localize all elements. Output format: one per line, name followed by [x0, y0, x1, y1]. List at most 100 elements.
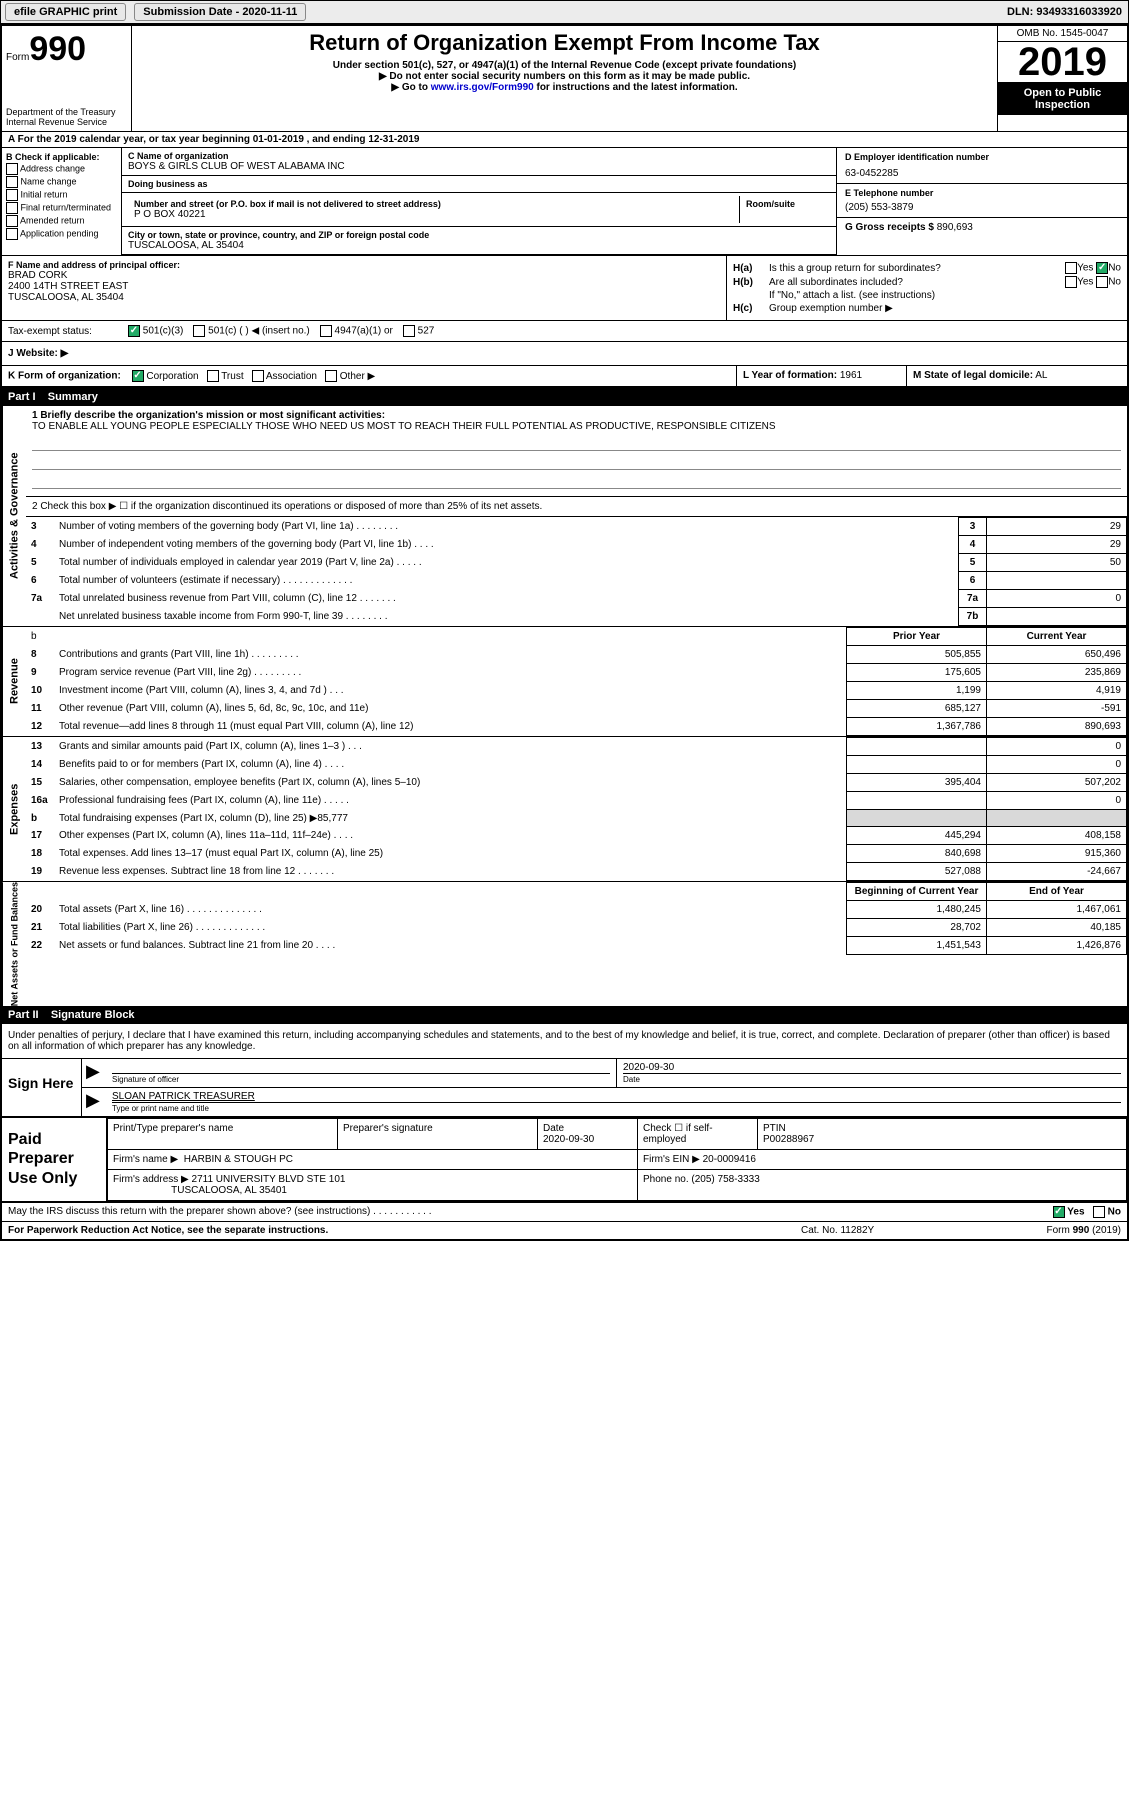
line-text: Grants and similar amounts paid (Part IX…: [54, 738, 847, 756]
ha-no-checkbox[interactable]: ✓: [1096, 262, 1108, 274]
hb-no-checkbox[interactable]: [1096, 276, 1108, 288]
prior-year-value: 1,451,543: [847, 937, 987, 955]
c-city: TUSCALOOSA, AL 35404: [128, 240, 830, 251]
f-officer-addr1: 2400 14TH STREET EAST: [8, 281, 720, 292]
arrow-icon: ▶: [82, 1059, 106, 1087]
firm-addr1: 2711 UNIVERSITY BLVD STE 101: [192, 1174, 346, 1185]
line-text: Investment income (Part VIII, column (A)…: [54, 682, 847, 700]
current-year-value: 890,693: [987, 718, 1127, 736]
open-public-2: Inspection: [1002, 99, 1123, 111]
prior-year-value: 28,702: [847, 919, 987, 937]
prior-year-value: 1,199: [847, 682, 987, 700]
prior-year-value: 1,367,786: [847, 718, 987, 736]
line-number: 14: [26, 756, 54, 774]
b-option[interactable]: Initial return: [6, 189, 117, 201]
k-option-checkbox[interactable]: ✓: [132, 370, 144, 382]
form-subtitle: Under section 501(c), 527, or 4947(a)(1)…: [144, 60, 985, 71]
discuss-no-checkbox[interactable]: [1093, 1206, 1105, 1218]
firm-name: HARBIN & STOUGH PC: [184, 1154, 293, 1165]
prep-date-label: Date: [543, 1123, 632, 1134]
b-option[interactable]: Name change: [6, 176, 117, 188]
line-text: Total fundraising expenses (Part IX, col…: [54, 810, 847, 827]
hb-yes-checkbox[interactable]: [1065, 276, 1077, 288]
efile-print-button[interactable]: efile GRAPHIC print: [5, 3, 126, 21]
f-label: F Name and address of principal officer:: [8, 260, 720, 270]
line-number: 9: [26, 664, 54, 682]
b-option[interactable]: Final return/terminated: [6, 202, 117, 214]
line-number: 4: [26, 536, 54, 554]
line-box: 7a: [959, 590, 987, 608]
line-box: 6: [959, 572, 987, 590]
c-street-label: Number and street (or P.O. box if mail i…: [134, 199, 733, 209]
discuss-question: May the IRS discuss this return with the…: [8, 1206, 1053, 1218]
k-option-checkbox[interactable]: [252, 370, 264, 382]
line-text: Net unrelated business taxable income fr…: [54, 608, 959, 626]
open-public-1: Open to Public: [1002, 87, 1123, 99]
discuss-yes-checkbox[interactable]: ✓: [1053, 1206, 1065, 1218]
firm-name-label: Firm's name ▶: [113, 1154, 178, 1165]
submission-date-button[interactable]: Submission Date - 2020-11-11: [134, 3, 306, 21]
line-box: 3: [959, 518, 987, 536]
line-number: 16a: [26, 792, 54, 810]
firm-phone: (205) 758-3333: [691, 1174, 759, 1185]
line-text: Total assets (Part X, line 16) . . . . .…: [54, 901, 847, 919]
status-527-checkbox[interactable]: [403, 325, 415, 337]
i-status-label: Tax-exempt status:: [8, 326, 118, 337]
tab-activities-governance: Activities & Governance: [2, 406, 26, 626]
line-text: Total number of volunteers (estimate if …: [54, 572, 959, 590]
b-option[interactable]: Address change: [6, 163, 117, 175]
b-option[interactable]: Application pending: [6, 228, 117, 240]
cell-shaded: [847, 810, 987, 827]
line-value: 50: [987, 554, 1127, 572]
k-option-checkbox[interactable]: [207, 370, 219, 382]
current-year-value: 1,467,061: [987, 901, 1127, 919]
current-year-value: 40,185: [987, 919, 1127, 937]
prep-self-employed: Check ☐ if self-employed: [638, 1119, 758, 1150]
cell-shaded: [987, 810, 1127, 827]
instructions-link[interactable]: www.irs.gov/Form990: [431, 82, 534, 93]
pra-notice: For Paperwork Reduction Act Notice, see …: [8, 1225, 801, 1236]
form-title: Return of Organization Exempt From Incom…: [144, 30, 985, 56]
line-text: Professional fundraising fees (Part IX, …: [54, 792, 847, 810]
hc-label: Group exemption number ▶: [769, 303, 1121, 314]
hb-note: If "No," attach a list. (see instruction…: [769, 290, 1121, 301]
col-header-prior: Prior Year: [847, 628, 987, 646]
d-ein: 63-0452285: [845, 168, 1119, 179]
current-year-value: -24,667: [987, 863, 1127, 881]
line-number: 17: [26, 827, 54, 845]
line-text: Other expenses (Part IX, column (A), lin…: [54, 827, 847, 845]
status-4947-checkbox[interactable]: [320, 325, 332, 337]
prior-year-value: 1,480,245: [847, 901, 987, 919]
f-officer-name: BRAD CORK: [8, 270, 720, 281]
paid-preparer-label: Paid Preparer Use Only: [2, 1118, 107, 1201]
current-year-value: 650,496: [987, 646, 1127, 664]
b-option[interactable]: Amended return: [6, 215, 117, 227]
line-number: 22: [26, 937, 54, 955]
line-number: 11: [26, 700, 54, 718]
g-gross-label: G Gross receipts $: [845, 222, 934, 233]
line-box: 5: [959, 554, 987, 572]
ha-yes-checkbox[interactable]: [1065, 262, 1077, 274]
line-number: 20: [26, 901, 54, 919]
part2-badge: Part II: [8, 1009, 39, 1021]
c-room-label: Room/suite: [746, 199, 824, 209]
line-text: Other revenue (Part VIII, column (A), li…: [54, 700, 847, 718]
prior-year-value: 840,698: [847, 845, 987, 863]
tab-revenue: Revenue: [2, 627, 26, 736]
line-number: b: [26, 810, 54, 827]
current-year-value: -591: [987, 700, 1127, 718]
part2-title: Signature Block: [51, 1009, 135, 1021]
ha-question: Is this a group return for subordinates?: [769, 263, 1065, 274]
status-501c-checkbox[interactable]: [193, 325, 205, 337]
k-option-checkbox[interactable]: [325, 370, 337, 382]
line-text: Contributions and grants (Part VIII, lin…: [54, 646, 847, 664]
ptin: P00288967: [763, 1134, 1121, 1145]
current-year-value: 0: [987, 792, 1127, 810]
status-501c3-checkbox[interactable]: ✓: [128, 325, 140, 337]
form-header: Form990 Department of the Treasury Inter…: [2, 26, 1127, 132]
j-website: J Website: ▶: [2, 342, 1127, 366]
firm-phone-label: Phone no.: [643, 1174, 689, 1185]
prior-year-value: 445,294: [847, 827, 987, 845]
dln-label: DLN: 93493316033920: [1001, 4, 1128, 20]
l-value: 1961: [840, 370, 862, 381]
